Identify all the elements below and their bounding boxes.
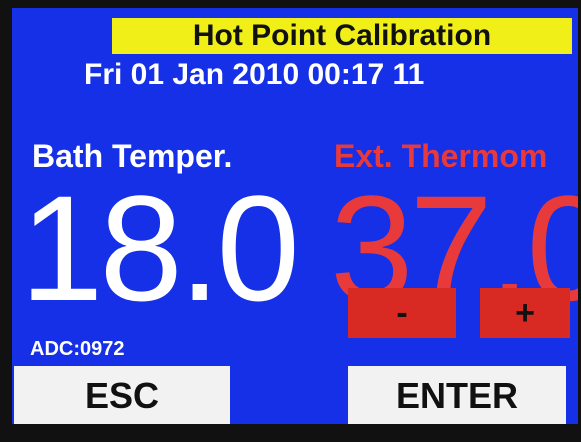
plus-button[interactable]: + <box>480 288 570 338</box>
page: Hot Point Calibration Fri 01 Jan 2010 00… <box>0 0 581 442</box>
datetime: Fri 01 Jan 2010 00:17 11 <box>84 58 424 92</box>
bath-value: 18.0 <box>20 173 296 323</box>
enter-button[interactable]: ENTER <box>348 366 566 424</box>
esc-button[interactable]: ESC <box>14 366 230 424</box>
minus-button[interactable]: - <box>348 288 456 338</box>
adc-readout: ADC:0972 <box>30 338 124 361</box>
device-screen: Hot Point Calibration Fri 01 Jan 2010 00… <box>12 8 578 424</box>
title-bar: Hot Point Calibration <box>112 18 572 54</box>
